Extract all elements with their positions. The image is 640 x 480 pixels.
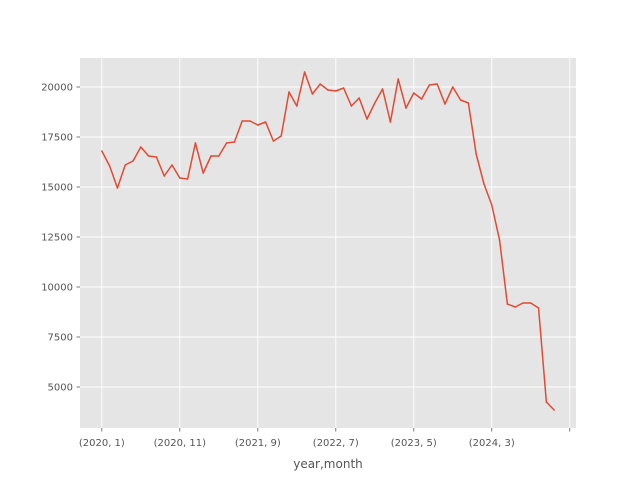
data-point (233, 141, 236, 143)
data-point (101, 150, 103, 152)
data-point (202, 172, 205, 174)
data-point (124, 164, 127, 166)
data-point (241, 120, 244, 122)
y-tick-label: 12500 (41, 233, 73, 244)
data-point (210, 155, 212, 157)
data-point (459, 99, 462, 101)
data-point (498, 239, 501, 241)
grid-lines (80, 58, 576, 428)
y-tick-label: 10000 (41, 283, 73, 294)
data-point (553, 409, 555, 411)
data-point (475, 153, 477, 155)
data-point (311, 93, 314, 95)
y-tick-labels: 5000 7500 10000 12500 15000 17500 20000 (41, 83, 73, 394)
data-point (264, 121, 267, 123)
data-point (147, 155, 150, 157)
data-point (319, 83, 322, 85)
data-point (108, 165, 111, 167)
data-point (334, 90, 337, 92)
data-point (116, 187, 119, 189)
x-tick-labels: (2020, 1) (2020, 11) (2021, 9) (2022, 7) (20… (79, 438, 515, 449)
data-point (296, 105, 298, 107)
x-tick-label: (2022, 7) (313, 438, 359, 449)
x-axis-label: year,month (293, 457, 363, 471)
data-point (420, 98, 423, 100)
data-point (272, 140, 275, 142)
data-point (179, 177, 181, 179)
y-tick-label: 7500 (48, 333, 73, 344)
data-point (522, 302, 524, 304)
axis-ticks (76, 86, 571, 432)
y-tick-label: 5000 (48, 383, 73, 394)
data-point (249, 120, 251, 122)
data-point (490, 204, 493, 206)
x-tick-label: (2020, 1) (79, 438, 125, 449)
data-point (155, 156, 158, 158)
data-point (444, 103, 446, 105)
data-point (451, 86, 454, 88)
data-point (428, 84, 431, 86)
data-point (280, 135, 283, 137)
data-point (529, 302, 532, 304)
data-point (132, 160, 134, 162)
data-point (436, 83, 438, 85)
data-point (412, 92, 415, 94)
data-point (140, 146, 142, 148)
data-point (405, 107, 407, 109)
data-point (514, 306, 516, 308)
data-point (397, 78, 399, 80)
y-tick-label: 15000 (41, 183, 73, 194)
data-point (381, 88, 384, 90)
x-tick-label: (2020, 11) (154, 438, 206, 449)
data-point (537, 307, 540, 309)
data-point (171, 164, 173, 166)
data-point (467, 102, 470, 104)
data-point (483, 183, 485, 185)
data-point (342, 87, 345, 89)
data-point (389, 121, 392, 123)
data-point (225, 142, 228, 144)
data-point (163, 175, 166, 177)
data-point (303, 71, 306, 73)
data-point (186, 178, 189, 180)
y-tick-label: 20000 (41, 83, 73, 94)
data-point (366, 118, 368, 120)
data-point (358, 97, 360, 99)
plot-area (80, 58, 576, 428)
y-tick-label: 17500 (41, 133, 73, 144)
data-point (506, 303, 509, 305)
data-points (101, 71, 555, 411)
x-tick-label: (2024, 3) (469, 438, 515, 449)
data-point (327, 89, 329, 91)
x-tick-label: (2021, 9) (235, 438, 281, 449)
data-point (545, 401, 548, 403)
data-point (288, 91, 290, 93)
x-tick-label: (2023, 5) (391, 438, 437, 449)
data-point (194, 142, 197, 144)
data-point (257, 124, 259, 126)
data-point (218, 155, 220, 157)
data-point (350, 105, 353, 107)
data-point (373, 102, 376, 104)
